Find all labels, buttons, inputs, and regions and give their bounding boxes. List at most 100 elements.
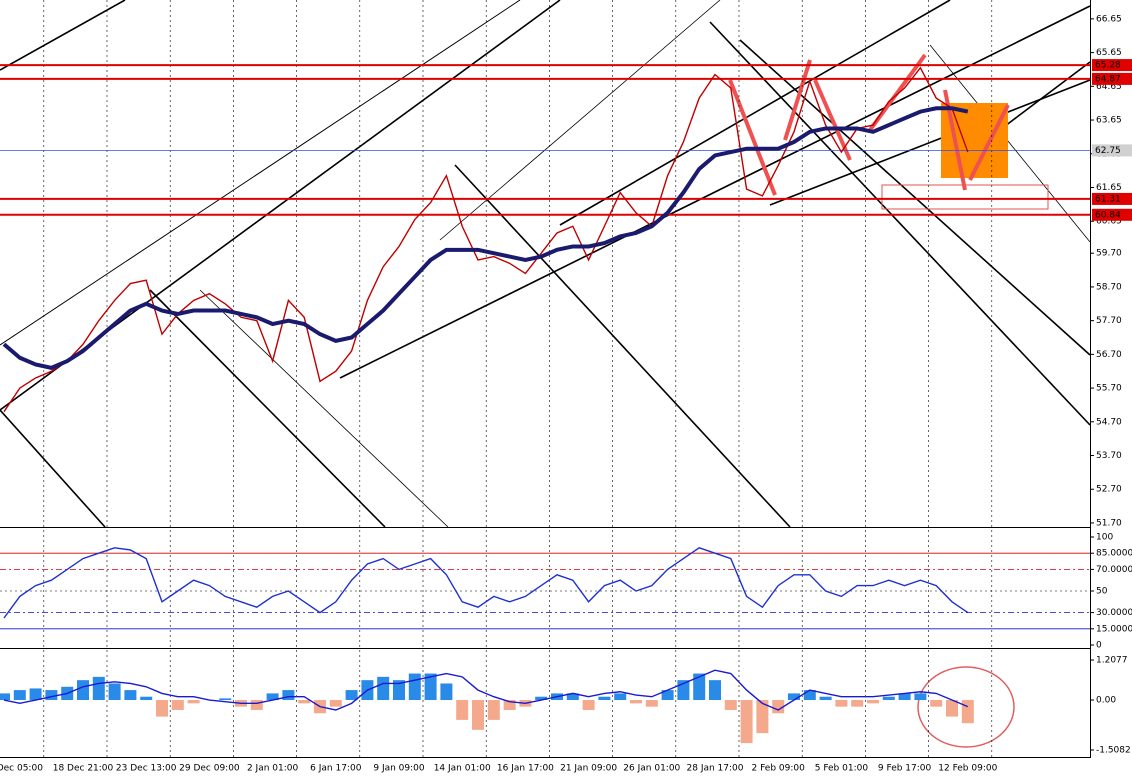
x-tick-label: 6 Jan 17:00 [310, 764, 362, 774]
level-label-bg [1092, 192, 1132, 205]
histogram-bar [882, 696, 895, 701]
series-line [3, 66, 969, 413]
y-tick-label: 58.70 [1096, 282, 1122, 292]
histogram-bar [503, 700, 516, 710]
series-line [3, 547, 969, 619]
y-tick-label: 54.70 [1096, 417, 1122, 427]
histogram-bar [614, 693, 627, 701]
histogram-bar [140, 696, 153, 701]
x-tick-label: 14 Jan 01:00 [434, 764, 491, 774]
y-tick-label: 0 [1096, 641, 1102, 651]
level-label: 65.28 [1095, 61, 1121, 71]
histogram-bar [45, 690, 58, 701]
level-label-bg [1092, 59, 1132, 72]
histogram-bar [0, 693, 10, 701]
histogram-bar [108, 683, 121, 701]
x-tick-label: 21 Jan 09:00 [560, 764, 617, 774]
x-tick-label: 18 Dec 21:00 [53, 764, 114, 774]
histogram-bar [329, 700, 342, 707]
level-label-bg [1092, 208, 1132, 221]
x-tick-label: 23 Dec 13:00 [116, 764, 177, 774]
histogram-bar [867, 700, 879, 704]
histogram-bar [724, 700, 737, 710]
x-tick-label: Dec 05:00 [0, 764, 43, 774]
y-tick-label: 59.70 [1096, 249, 1122, 259]
series-line [2, 106, 969, 370]
y-tick-label: 55.70 [1096, 384, 1122, 394]
histogram-bar [788, 693, 800, 701]
x-tick-label: 26 Jan 01:00 [623, 764, 680, 774]
histogram-bar [298, 700, 311, 704]
histogram-bar [377, 676, 390, 701]
histogram-bar [171, 700, 184, 710]
histogram-bar [424, 673, 437, 701]
x-tick-label: 5 Feb 01:00 [815, 764, 869, 774]
histogram-bar [598, 696, 611, 701]
histogram-bar [77, 680, 89, 701]
histogram-bar [898, 693, 911, 701]
histogram-bar [693, 673, 706, 701]
histogram-bar [709, 680, 721, 701]
histogram-bar [13, 690, 26, 701]
x-tick-label: 9 Jan 09:00 [373, 764, 425, 774]
histogram-bar [92, 676, 105, 701]
y-tick-label: 70.0000 [1096, 565, 1132, 575]
histogram-bar [819, 696, 832, 701]
histogram-bar [914, 693, 927, 701]
level-label: 64.87 [1095, 74, 1121, 84]
y-tick-label: 61.65 [1096, 183, 1122, 193]
histogram-bar [472, 700, 484, 730]
histogram-bar [772, 700, 785, 714]
histogram-bar [566, 693, 579, 701]
y-tick-label: 15.0000 [1096, 624, 1132, 634]
histogram-bar [946, 700, 958, 717]
histogram-bar [645, 700, 658, 707]
y-tick-label: 57.70 [1096, 316, 1122, 326]
y-tick-label: 65.65 [1096, 48, 1122, 58]
histogram-bar [282, 690, 295, 701]
histogram-bar [535, 696, 548, 701]
highlight-circle [917, 666, 1015, 748]
x-tick-label: 16 Jan 17:00 [497, 764, 554, 774]
histogram-bar [29, 688, 42, 701]
series-line [3, 669, 969, 711]
y-tick-label: 85.0000 [1096, 549, 1132, 559]
histogram-bar [440, 683, 453, 701]
y-tick-label: 51.70 [1096, 518, 1122, 528]
y-tick-label: 53.70 [1096, 451, 1122, 461]
y-tick-label: 100 [1096, 533, 1113, 543]
x-tick-label: 9 Feb 17:00 [878, 764, 932, 774]
y-tick-label: 30.0000 [1096, 608, 1132, 618]
histogram-bar [582, 700, 595, 710]
trend-lines [0, 0, 1091, 528]
level-label-bg [1092, 144, 1132, 157]
histogram-bar [345, 690, 358, 701]
level-label: 61.31 [1095, 194, 1121, 204]
histogram-bar [851, 700, 864, 707]
target-zone [941, 103, 1008, 178]
histogram-bar [156, 700, 168, 717]
histogram-bar [187, 700, 200, 704]
x-tick-label: 29 Dec 09:00 [179, 764, 240, 774]
y-tick-label: 64.65 [1096, 82, 1122, 92]
histogram-bar [487, 700, 500, 720]
x-tick-label: 12 Feb 09:00 [938, 764, 997, 774]
y-tick-label: 66.65 [1096, 14, 1122, 24]
histogram-bar [250, 700, 263, 710]
y-tick-label: 0.00 [1096, 696, 1116, 706]
y-tick-label: 60.65 [1096, 217, 1122, 227]
histogram-bar [835, 700, 848, 707]
histogram-bar [756, 700, 769, 734]
y-tick-label: 63.65 [1096, 116, 1122, 126]
histogram-bar [408, 673, 421, 701]
histogram-bar [961, 700, 974, 724]
y-tick-label: 52.70 [1096, 485, 1122, 495]
histogram-bar [266, 693, 279, 701]
x-tick-label: 28 Jan 17:00 [687, 764, 744, 774]
histogram-bar [661, 690, 674, 701]
level-label: 62.75 [1095, 146, 1121, 156]
histogram-bar [219, 698, 232, 701]
x-tick-label: 2 Feb 09:00 [752, 764, 806, 774]
level-label-bg [1092, 72, 1132, 85]
